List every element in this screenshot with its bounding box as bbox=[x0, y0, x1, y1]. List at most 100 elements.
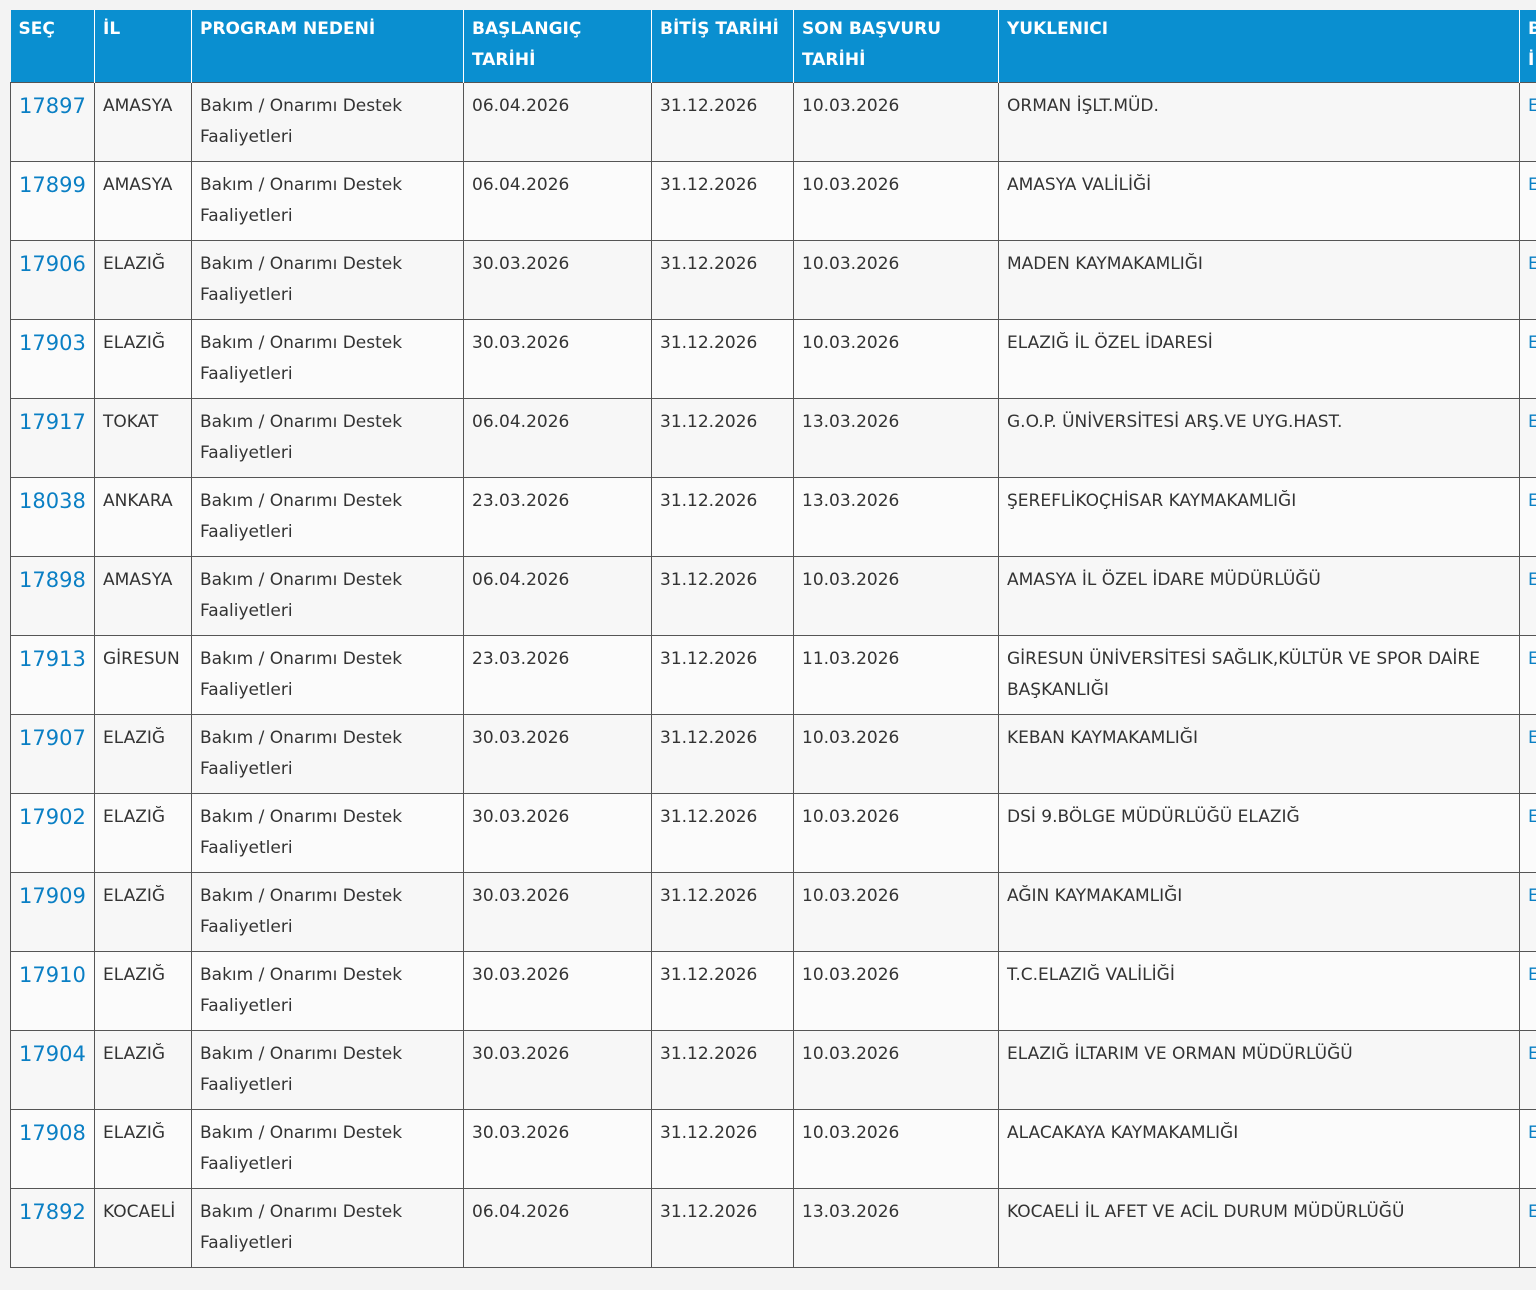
row-id-link[interactable]: 17909 bbox=[10, 872, 95, 952]
table-cell: 30.03.2026 bbox=[463, 872, 652, 952]
row-id-link[interactable]: 17898 bbox=[10, 556, 95, 636]
table-cell: ŞEREFLİKOÇHİSAR KAYMAKAMLIĞI bbox=[998, 477, 1520, 557]
row-id-link[interactable]: 17913 bbox=[10, 635, 95, 715]
table-row: 17917 TOKAT Bakım / Onarımı Destek Faaliye… bbox=[10, 398, 1536, 478]
table-cell: ELAZIĞ bbox=[94, 240, 192, 320]
table-cell: Bakım / Onarımı Destek Faaliyetleri bbox=[191, 872, 464, 952]
table-cell: Bakım / Onarımı Destek Faaliyetleri bbox=[191, 714, 464, 794]
table-cell: ELAZIĞ bbox=[94, 872, 192, 952]
table-cell[interactable]: E İ bbox=[1519, 398, 1536, 478]
row-id-link[interactable]: 17910 bbox=[10, 951, 95, 1031]
table-cell: 10.03.2026 bbox=[793, 1030, 999, 1110]
row-id-link[interactable]: 17917 bbox=[10, 398, 95, 478]
program-table: SEÇ İL PROGRAM NEDENİ BAŞLANGIÇ TARİHİ BİTİŞ… bbox=[10, 10, 1536, 1268]
table-cell: Bakım / Onarımı Destek Faaliyetleri bbox=[191, 1030, 464, 1110]
table-row: 17913 GİRESUN Bakım / Onarımı Destek Faali… bbox=[10, 635, 1536, 715]
row-id-link[interactable]: 17897 bbox=[10, 82, 95, 162]
table-cell: TOKAT bbox=[94, 398, 192, 478]
table-cell: ELAZIĞ bbox=[94, 1030, 192, 1110]
table-cell: 10.03.2026 bbox=[793, 714, 999, 794]
column-header: PROGRAM NEDENİ bbox=[191, 10, 464, 83]
table-cell: 10.03.2026 bbox=[793, 951, 999, 1031]
table-cell[interactable]: E İ bbox=[1519, 1109, 1536, 1189]
table-cell: Bakım / Onarımı Destek Faaliyetleri bbox=[191, 635, 464, 715]
table-cell: 10.03.2026 bbox=[793, 793, 999, 873]
table-cell: 10.03.2026 bbox=[793, 161, 999, 241]
table-wrap: SEÇ İL PROGRAM NEDENİ BAŞLANGIÇ TARİHİ BİTİŞ… bbox=[10, 10, 1536, 1268]
table-cell[interactable]: E İ bbox=[1519, 793, 1536, 873]
row-id-link[interactable]: 17903 bbox=[10, 319, 95, 399]
table-row: 17902 ELAZIĞ Bakım / Onarımı Destek Faaliy… bbox=[10, 793, 1536, 873]
table-cell: 30.03.2026 bbox=[463, 793, 652, 873]
table-cell: T.C.ELAZIĞ VALİLİĞİ bbox=[998, 951, 1520, 1031]
table-cell[interactable]: E İ bbox=[1519, 635, 1536, 715]
table-cell: 31.12.2026 bbox=[651, 1109, 794, 1189]
table-row: 18038 ANKARA Bakım / Onarımı Destek Faaliy… bbox=[10, 477, 1536, 557]
table-cell: 30.03.2026 bbox=[463, 1030, 652, 1110]
table-cell: 31.12.2026 bbox=[651, 398, 794, 478]
table-cell[interactable]: E İ bbox=[1519, 872, 1536, 952]
row-id-link[interactable]: 18038 bbox=[10, 477, 95, 557]
table-cell: G.O.P. ÜNİVERSİTESİ ARŞ.VE UYG.HAST. bbox=[998, 398, 1520, 478]
table-cell: Bakım / Onarımı Destek Faaliyetleri bbox=[191, 398, 464, 478]
table-row: 17899 AMASYA Bakım / Onarımı Destek Faaliy… bbox=[10, 161, 1536, 241]
table-cell: 31.12.2026 bbox=[651, 556, 794, 636]
table-row: 17906 ELAZIĞ Bakım / Onarımı Destek Faaliy… bbox=[10, 240, 1536, 320]
table-cell[interactable]: E İ bbox=[1519, 714, 1536, 794]
table-cell[interactable]: E İ bbox=[1519, 319, 1536, 399]
table-cell: Bakım / Onarımı Destek Faaliyetleri bbox=[191, 240, 464, 320]
table-cell: Bakım / Onarımı Destek Faaliyetleri bbox=[191, 319, 464, 399]
table-cell: Bakım / Onarımı Destek Faaliyetleri bbox=[191, 477, 464, 557]
table-cell: ELAZIĞ bbox=[94, 319, 192, 399]
table-cell: 10.03.2026 bbox=[793, 1109, 999, 1189]
table-cell: 31.12.2026 bbox=[651, 951, 794, 1031]
table-cell: Bakım / Onarımı Destek Faaliyetleri bbox=[191, 793, 464, 873]
table-cell[interactable]: E İ bbox=[1519, 951, 1536, 1031]
table-cell[interactable]: E İ bbox=[1519, 1188, 1536, 1268]
table-cell: 23.03.2026 bbox=[463, 635, 652, 715]
row-id-link[interactable]: 17908 bbox=[10, 1109, 95, 1189]
table-row: 17909 ELAZIĞ Bakım / Onarımı Destek Faaliy… bbox=[10, 872, 1536, 952]
table-cell: 10.03.2026 bbox=[793, 872, 999, 952]
table-cell: 31.12.2026 bbox=[651, 1188, 794, 1268]
table-cell: ELAZIĞ bbox=[94, 951, 192, 1031]
table-cell: 06.04.2026 bbox=[463, 161, 652, 241]
table-cell: 10.03.2026 bbox=[793, 240, 999, 320]
table-cell[interactable]: E İ bbox=[1519, 1030, 1536, 1110]
table-cell[interactable]: E İ bbox=[1519, 82, 1536, 162]
table-cell[interactable]: E İ bbox=[1519, 477, 1536, 557]
row-id-link[interactable]: 17904 bbox=[10, 1030, 95, 1110]
table-cell: ELAZIĞ bbox=[94, 793, 192, 873]
table-cell: ALACAKAYA KAYMAKAMLIĞI bbox=[998, 1109, 1520, 1189]
table-body: 17897 AMASYA Bakım / Onarımı Destek Faaliy… bbox=[10, 82, 1536, 1268]
table-row: 17897 AMASYA Bakım / Onarımı Destek Faaliy… bbox=[10, 82, 1536, 162]
row-id-link[interactable]: 17907 bbox=[10, 714, 95, 794]
table-cell: 31.12.2026 bbox=[651, 793, 794, 873]
row-id-link[interactable]: 17906 bbox=[10, 240, 95, 320]
row-id-link[interactable]: 17902 bbox=[10, 793, 95, 873]
column-header: B İ bbox=[1519, 10, 1536, 83]
table-cell: 30.03.2026 bbox=[463, 951, 652, 1031]
table-cell: 31.12.2026 bbox=[651, 82, 794, 162]
column-header: BİTİŞ TARİHİ bbox=[651, 10, 794, 83]
row-id-link[interactable]: 17892 bbox=[10, 1188, 95, 1268]
table-cell: 31.12.2026 bbox=[651, 714, 794, 794]
table-cell: 31.12.2026 bbox=[651, 635, 794, 715]
table-cell: KOCAELİ İL AFET VE ACİL DURUM MÜDÜRLÜĞÜ bbox=[998, 1188, 1520, 1268]
table-cell: Bakım / Onarımı Destek Faaliyetleri bbox=[191, 1188, 464, 1268]
table-cell: 06.04.2026 bbox=[463, 1188, 652, 1268]
table-cell: 30.03.2026 bbox=[463, 240, 652, 320]
table-cell: 31.12.2026 bbox=[651, 240, 794, 320]
table-row: 17908 ELAZIĞ Bakım / Onarımı Destek Faaliy… bbox=[10, 1109, 1536, 1189]
table-cell: 23.03.2026 bbox=[463, 477, 652, 557]
row-id-link[interactable]: 17899 bbox=[10, 161, 95, 241]
table-cell: Bakım / Onarımı Destek Faaliyetleri bbox=[191, 161, 464, 241]
table-row: 17903 ELAZIĞ Bakım / Onarımı Destek Faaliy… bbox=[10, 319, 1536, 399]
table-cell[interactable]: E İ bbox=[1519, 161, 1536, 241]
table-cell: ORMAN İŞLT.MÜD. bbox=[998, 82, 1520, 162]
table-cell[interactable]: E İ bbox=[1519, 240, 1536, 320]
table-cell: 31.12.2026 bbox=[651, 1030, 794, 1110]
table-cell: 06.04.2026 bbox=[463, 398, 652, 478]
table-cell[interactable]: E İ bbox=[1519, 556, 1536, 636]
column-header: SON BAŞVURU TARİHİ bbox=[793, 10, 999, 83]
